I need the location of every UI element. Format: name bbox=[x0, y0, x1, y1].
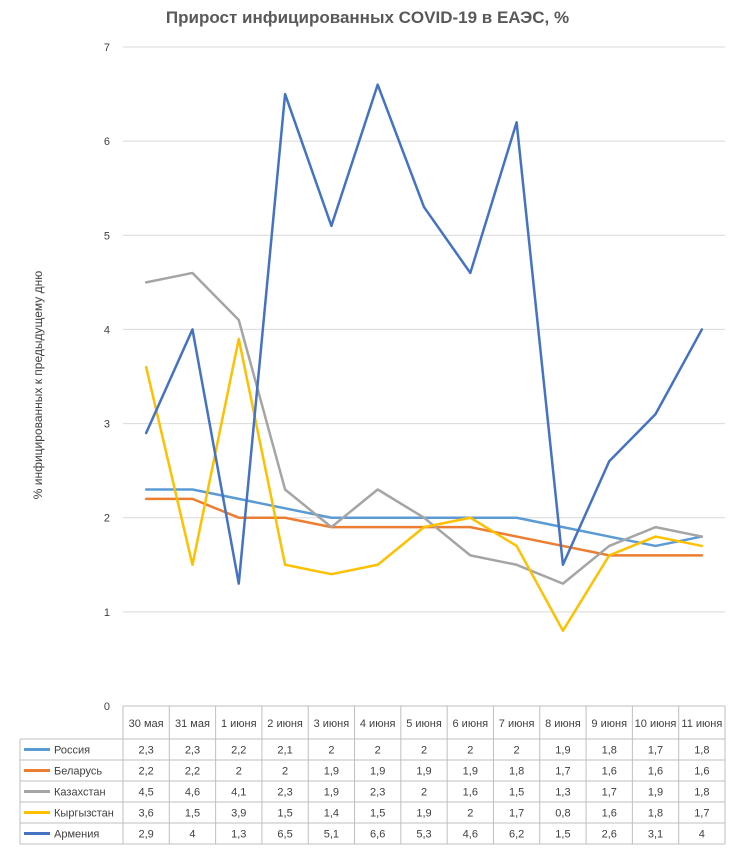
table-value: 6,6 bbox=[370, 829, 385, 841]
y-tick-label: 6 bbox=[104, 136, 110, 148]
x-category-label: 8 июня bbox=[545, 718, 581, 730]
table-value: 4,6 bbox=[185, 787, 200, 799]
table-value: 2 bbox=[467, 745, 473, 757]
table-value: 1,6 bbox=[694, 766, 709, 778]
series-line-5 bbox=[144, 83, 704, 585]
x-category-label: 1 июня bbox=[221, 718, 257, 730]
table-value: 2 bbox=[421, 787, 427, 799]
table-value: 2 bbox=[282, 766, 288, 778]
table-value: 2,2 bbox=[185, 766, 200, 778]
series-line-4 bbox=[144, 337, 704, 632]
table-value: 0,8 bbox=[555, 808, 570, 820]
y-tick-label: 5 bbox=[104, 230, 110, 242]
table-value: 3,1 bbox=[648, 829, 663, 841]
table-value: 1,9 bbox=[370, 766, 385, 778]
table-value: 1,9 bbox=[416, 808, 431, 820]
table-value: 1,8 bbox=[509, 766, 524, 778]
chart-title: Прирост инфицированных COVID-19 в ЕАЭС, … bbox=[165, 8, 570, 27]
table-value: 4,5 bbox=[139, 787, 154, 799]
table-value: 2 bbox=[467, 808, 473, 820]
series-line-3 bbox=[144, 271, 704, 585]
table-value: 4 bbox=[699, 829, 705, 841]
x-category-label: 3 июня bbox=[314, 718, 350, 730]
table-value: 1,7 bbox=[648, 745, 663, 757]
table-value: 1,7 bbox=[509, 808, 524, 820]
table-value: 1,7 bbox=[602, 787, 617, 799]
table-value: 1,6 bbox=[463, 787, 478, 799]
legend-label: Армения bbox=[54, 829, 99, 841]
table-value: 1,9 bbox=[416, 766, 431, 778]
table-value: 1,3 bbox=[555, 787, 570, 799]
legend-label: Кыргызстан bbox=[54, 808, 114, 820]
table-value: 1,8 bbox=[694, 745, 709, 757]
x-category-label: 7 июня bbox=[499, 718, 535, 730]
table-value: 1,8 bbox=[694, 787, 709, 799]
table-value: 4 bbox=[189, 829, 195, 841]
table-value: 2,3 bbox=[139, 745, 154, 757]
x-category-label: 2 июня bbox=[267, 718, 303, 730]
table-value: 1,7 bbox=[555, 766, 570, 778]
table-value: 2,6 bbox=[602, 829, 617, 841]
table-value: 2,3 bbox=[185, 745, 200, 757]
table-value: 1,9 bbox=[324, 787, 339, 799]
table-value: 5,1 bbox=[324, 829, 339, 841]
table-value: 2 bbox=[421, 745, 427, 757]
y-tick-label: 4 bbox=[104, 324, 110, 336]
table-value: 2 bbox=[328, 745, 334, 757]
table-value: 2 bbox=[236, 766, 242, 778]
table-value: 2 bbox=[514, 745, 520, 757]
table-value: 1,5 bbox=[277, 808, 292, 820]
table-value: 2,3 bbox=[370, 787, 385, 799]
table-value: 1,9 bbox=[463, 766, 478, 778]
x-category-label: 6 июня bbox=[453, 718, 489, 730]
table-value: 2,2 bbox=[139, 766, 154, 778]
y-tick-label: 1 bbox=[104, 607, 110, 619]
table-value: 4,1 bbox=[231, 787, 246, 799]
y-tick-label: 3 bbox=[104, 419, 110, 431]
x-category-label: 11 июня bbox=[681, 718, 722, 730]
x-category-label: 10 июня bbox=[635, 718, 677, 730]
data-table bbox=[19, 705, 726, 845]
legend-label: Россия bbox=[54, 745, 90, 757]
table-value: 2,2 bbox=[231, 745, 246, 757]
table-value: 1,6 bbox=[602, 766, 617, 778]
x-category-label: 31 мая bbox=[175, 718, 210, 730]
y-tick-label: 7 bbox=[104, 42, 110, 54]
table-value: 3,9 bbox=[231, 808, 246, 820]
table-value: 1,6 bbox=[602, 808, 617, 820]
y-tick-label: 0 bbox=[104, 701, 110, 713]
table-value: 1,5 bbox=[185, 808, 200, 820]
table-value: 5,3 bbox=[416, 829, 431, 841]
table-value: 1,9 bbox=[324, 766, 339, 778]
x-category-label: 9 июня bbox=[591, 718, 627, 730]
legend-label: Беларусь bbox=[54, 766, 102, 778]
table-value: 1,5 bbox=[555, 829, 570, 841]
table-value: 4,6 bbox=[463, 829, 478, 841]
legend-label: Казахстан bbox=[54, 787, 106, 799]
y-tick-label: 2 bbox=[104, 513, 110, 525]
table-value: 1,5 bbox=[509, 787, 524, 799]
table-value: 1,8 bbox=[602, 745, 617, 757]
table-value: 1,9 bbox=[648, 787, 663, 799]
table-value: 2,1 bbox=[277, 745, 292, 757]
table-value: 2,9 bbox=[139, 829, 154, 841]
table-value: 1,3 bbox=[231, 829, 246, 841]
table-value: 1,9 bbox=[555, 745, 570, 757]
table-value: 1,8 bbox=[648, 808, 663, 820]
table-value: 1,5 bbox=[370, 808, 385, 820]
x-category-label: 5 июня bbox=[406, 718, 442, 730]
table-value: 2 bbox=[375, 745, 381, 757]
x-category-label: 4 июня bbox=[360, 718, 396, 730]
table-value: 1,7 bbox=[694, 808, 709, 820]
table-value: 1,4 bbox=[324, 808, 339, 820]
table-value: 2,3 bbox=[277, 787, 292, 799]
table-value: 3,6 bbox=[139, 808, 154, 820]
x-category-label: 30 мая bbox=[129, 718, 164, 730]
table-value: 1,6 bbox=[648, 766, 663, 778]
table-value: 6,2 bbox=[509, 829, 524, 841]
table-value: 6,5 bbox=[277, 829, 292, 841]
